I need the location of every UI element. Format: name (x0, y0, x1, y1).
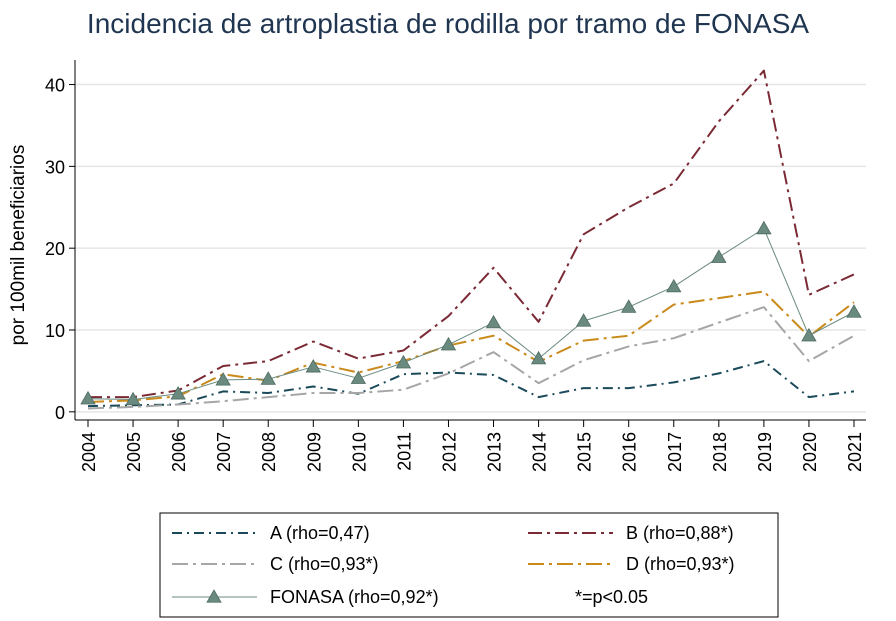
data-point-marker (260, 371, 276, 385)
x-tick-label: 2008 (259, 432, 279, 472)
y-tick-label: 10 (45, 321, 65, 341)
series-markers (80, 220, 862, 406)
legend-label: FONASA (rho=0,92*) (270, 587, 439, 607)
series-line-3 (87, 290, 855, 403)
x-tick-label: 2020 (800, 432, 820, 472)
y-tick-label: 40 (45, 76, 65, 96)
y-tick-label: 20 (45, 239, 65, 259)
x-tick-label: 2016 (620, 432, 640, 472)
legend-box (159, 512, 779, 618)
legend-note: *=p<0.05 (575, 587, 648, 607)
data-point-marker (125, 391, 141, 406)
x-tick-label: 2011 (394, 432, 414, 471)
x-tick-label: 2006 (169, 432, 189, 472)
series-line-1 (88, 69, 855, 399)
x-tick-label: 2018 (710, 432, 730, 472)
x-tick-label: 2005 (124, 432, 144, 472)
legend-label: A (rho=0,47) (270, 523, 370, 543)
data-point-marker (575, 313, 592, 327)
data-point-marker (530, 350, 547, 365)
x-tick-label: 2015 (575, 432, 595, 472)
chart-title: Incidencia de artroplastia de rodilla po… (86, 8, 810, 39)
x-tick-label: 2009 (304, 432, 324, 472)
legend: A (rho=0,47) B (rho=0,88*) C (rho=0,93*) D … (159, 512, 779, 618)
x-tick-label: 2004 (79, 432, 99, 472)
series-line-4 (87, 228, 855, 400)
data-point-marker (666, 278, 682, 293)
data-point-marker (711, 249, 727, 263)
x-tick-label: 2017 (665, 432, 685, 472)
y-axis-label: por 100mil beneficiarios (8, 145, 29, 346)
series-line-2 (87, 306, 855, 410)
x-tick-label: 2007 (214, 432, 234, 472)
legend-marker (206, 589, 222, 603)
data-point-marker (756, 220, 772, 235)
series-lines (87, 69, 855, 410)
x-tick-label: 2019 (755, 432, 775, 472)
x-tick-label: 2013 (485, 432, 505, 472)
data-point-marker (80, 390, 96, 405)
x-tick-label: 2021 (845, 432, 865, 472)
axes: 0 10 20 30 40 2004 2005 2006 2007 2008 2009 2010 201… (45, 60, 866, 472)
grid-lines (75, 83, 866, 413)
data-point-marker (801, 327, 817, 342)
data-point-marker (440, 336, 457, 351)
data-point-marker (621, 299, 637, 313)
x-tick-label: 2010 (349, 432, 369, 472)
data-point-marker (395, 354, 412, 369)
series-line-0 (87, 360, 855, 408)
legend-label: D (rho=0,93*) (626, 554, 735, 574)
x-tick-label: 2012 (439, 432, 459, 472)
legend-label: B (rho=0,88*) (626, 523, 734, 543)
y-tick-label: 30 (45, 157, 65, 177)
data-point-marker (485, 314, 502, 329)
data-point-marker (215, 372, 231, 386)
x-tick-label: 2014 (530, 432, 550, 472)
data-point-marker (170, 386, 186, 400)
data-point-marker (846, 304, 862, 318)
data-point-marker (350, 370, 367, 384)
y-tick-label: 0 (55, 403, 65, 423)
data-point-marker (305, 359, 321, 373)
legend-label: C (rho=0,93*) (270, 554, 379, 574)
